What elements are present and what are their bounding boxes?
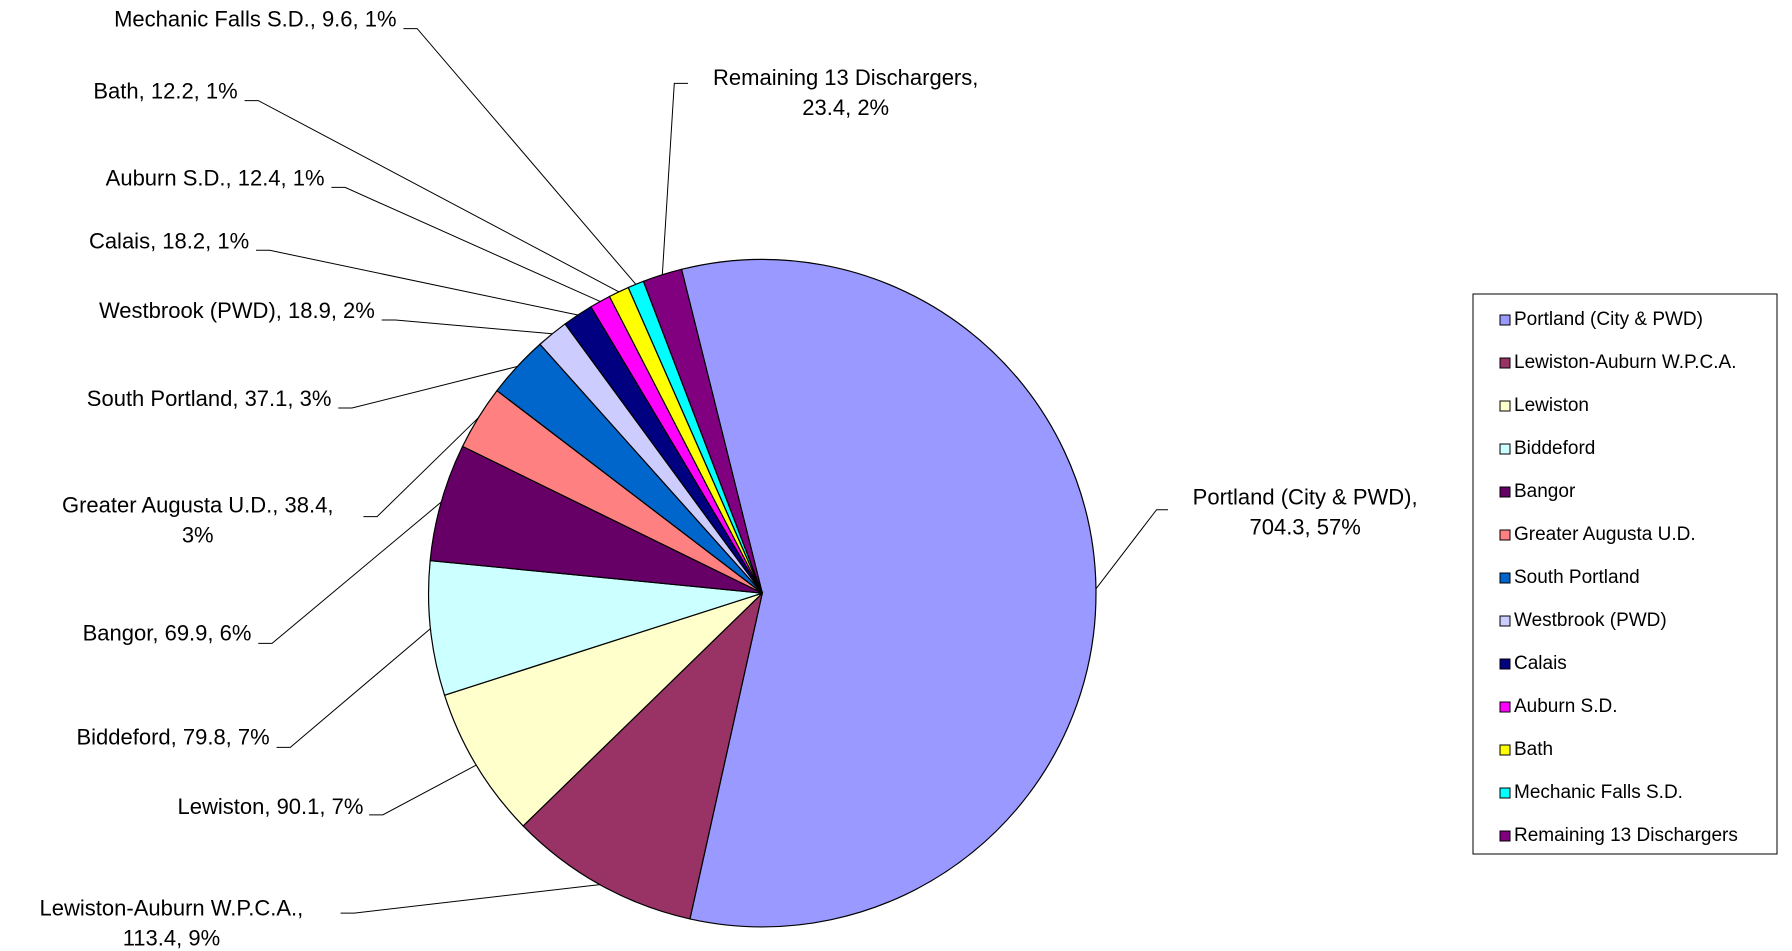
leader-line bbox=[340, 884, 600, 914]
pie-slice bbox=[522, 591, 764, 920]
data-label: Lewiston, 90.1, 7% bbox=[178, 794, 364, 819]
leader-line bbox=[256, 249, 578, 316]
legend-label: Greater Augusta U.D. bbox=[1514, 524, 1696, 545]
legend-swatch bbox=[1499, 787, 1511, 799]
legend-label: Bangor bbox=[1514, 481, 1576, 502]
leader-line bbox=[258, 501, 442, 644]
data-label-line: Portland (City & PWD), bbox=[1193, 484, 1418, 509]
legend-swatch bbox=[1499, 314, 1511, 326]
data-label-line: Lewiston-Auburn W.P.C.A., bbox=[40, 896, 304, 921]
data-label: Bangor, 69.9, 6% bbox=[83, 620, 252, 645]
data-label-line: Biddeford, 79.8, 7% bbox=[76, 724, 269, 749]
leader-line bbox=[381, 319, 553, 335]
legend-label: Mechanic Falls S.D. bbox=[1514, 782, 1683, 803]
pie-slice bbox=[427, 559, 763, 696]
legend-swatch bbox=[1499, 529, 1511, 541]
data-label: Portland (City & PWD), 704.3, 57% bbox=[1193, 484, 1418, 539]
leader-line bbox=[363, 417, 479, 518]
legend-swatch bbox=[1499, 400, 1511, 412]
pie bbox=[427, 258, 1097, 928]
legend-label: South Portland bbox=[1514, 567, 1640, 588]
data-labels: Portland (City & PWD), 704.3, 57% Lewiston… bbox=[40, 6, 1418, 950]
leader-line bbox=[403, 28, 637, 285]
legend-swatch bbox=[1499, 830, 1511, 842]
data-label: Biddeford, 79.8, 7% bbox=[76, 724, 269, 749]
legend-swatch bbox=[1499, 572, 1511, 584]
legend-label: Biddeford bbox=[1514, 438, 1595, 459]
legend-swatch bbox=[1499, 486, 1511, 498]
data-label-line: 704.3, 57% bbox=[1249, 514, 1360, 539]
legend-label: Lewiston-Auburn W.P.C.A. bbox=[1514, 352, 1736, 373]
data-label-line: 3% bbox=[182, 522, 214, 547]
leader-line bbox=[369, 764, 477, 816]
leader-line bbox=[661, 82, 688, 275]
data-label-line: Bath, 12.2, 1% bbox=[93, 78, 237, 103]
data-label-line: Westbrook (PWD), 18.9, 2% bbox=[99, 298, 375, 323]
data-label-line: Greater Augusta U.D., 38.4, bbox=[62, 492, 333, 517]
data-label: Greater Augusta U.D., 38.4, 3% bbox=[62, 492, 333, 547]
leader-line bbox=[338, 365, 518, 409]
legend-label: Portland (City & PWD) bbox=[1514, 309, 1703, 330]
leader-line bbox=[331, 186, 601, 302]
data-label: Mechanic Falls S.D., 9.6, 1% bbox=[114, 6, 396, 31]
data-label: Bath, 12.2, 1% bbox=[93, 78, 237, 103]
data-label-line: 23.4, 2% bbox=[802, 95, 889, 120]
legend-swatch bbox=[1499, 701, 1511, 713]
legend-label: Remaining 13 Dischargers bbox=[1514, 825, 1738, 846]
data-label: Auburn S.D., 12.4, 1% bbox=[106, 165, 325, 190]
data-label-line: 113.4, 9% bbox=[123, 926, 220, 951]
data-label: Calais, 18.2, 1% bbox=[89, 228, 249, 253]
legend-swatch bbox=[1499, 615, 1511, 627]
pie-slice bbox=[680, 258, 1097, 928]
data-label: Westbrook (PWD), 18.9, 2% bbox=[99, 298, 375, 323]
data-label: South Portland, 37.1, 3% bbox=[87, 386, 332, 411]
legend-label: Lewiston bbox=[1514, 395, 1589, 416]
data-label-line: Mechanic Falls S.D., 9.6, 1% bbox=[114, 6, 396, 31]
data-label: Remaining 13 Dischargers, 23.4, 2% bbox=[713, 65, 978, 120]
legend-label: Westbrook (PWD) bbox=[1514, 610, 1667, 631]
data-label-line: Auburn S.D., 12.4, 1% bbox=[106, 165, 325, 190]
legend-label: Auburn S.D. bbox=[1514, 696, 1618, 717]
legend-box bbox=[1472, 293, 1778, 855]
leader-line bbox=[1095, 509, 1168, 590]
data-label-line: Remaining 13 Dischargers, bbox=[713, 65, 978, 90]
data-label-line: Lewiston, 90.1, 7% bbox=[178, 794, 364, 819]
legend-swatch bbox=[1499, 357, 1511, 369]
legend-swatch bbox=[1499, 443, 1511, 455]
legend: Portland (City & PWD) Lewiston-Auburn W.P… bbox=[1499, 309, 1738, 846]
data-label-line: Bangor, 69.9, 6% bbox=[83, 620, 252, 645]
data-label: Lewiston-Auburn W.P.C.A., 113.4, 9% bbox=[40, 896, 304, 951]
leader-line bbox=[244, 100, 620, 293]
data-label-line: South Portland, 37.1, 3% bbox=[87, 386, 332, 411]
legend-swatch bbox=[1499, 744, 1511, 756]
leader-line bbox=[276, 628, 431, 748]
pie-slice bbox=[443, 592, 763, 827]
legend-swatch bbox=[1499, 658, 1511, 670]
data-label-line: Calais, 18.2, 1% bbox=[89, 228, 249, 253]
legend-label: Bath bbox=[1514, 739, 1553, 760]
legend-label: Calais bbox=[1514, 653, 1567, 674]
